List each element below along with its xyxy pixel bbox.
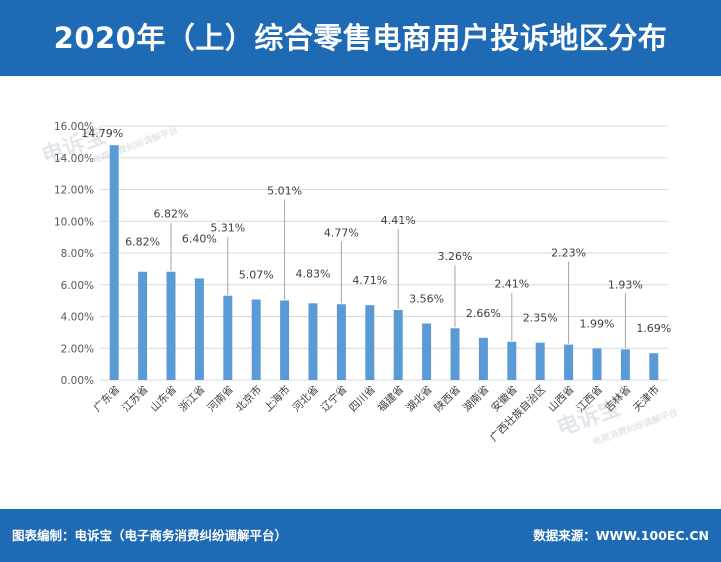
data-label: 1.69%: [636, 322, 671, 335]
y-tick-label: 10.00%: [54, 216, 94, 228]
x-tick-label: 上海市: [261, 383, 292, 414]
data-label: 6.82%: [154, 208, 189, 221]
bar: [422, 323, 432, 380]
bar: [166, 271, 176, 380]
data-label: 4.77%: [324, 226, 359, 239]
bar: [592, 348, 602, 380]
x-tick-label: 河南省: [204, 383, 235, 414]
bar-chart: 0.00% 2.00% 4.00% 6.00% 8.00% 10.00% 12.00% 14.…: [54, 121, 671, 444]
data-label: 5.01%: [267, 184, 302, 197]
y-tick-label: 8.00%: [61, 248, 94, 260]
data-label: 4.71%: [352, 274, 387, 287]
bar: [194, 278, 204, 380]
bar: [223, 295, 233, 380]
x-tick-label: 山东省: [148, 383, 179, 414]
data-label: 4.83%: [296, 267, 331, 280]
x-tick-label: 湖北省: [403, 383, 434, 414]
bar: [393, 309, 403, 380]
chart-credit: 图表编制：电诉宝（电子商务消费纠纷调解平台）: [12, 528, 288, 543]
data-label: 1.93%: [608, 278, 643, 291]
x-tick-label: 湖南省: [460, 383, 491, 414]
bar: [564, 344, 574, 380]
bar: [478, 337, 488, 380]
data-label: 2.66%: [466, 307, 501, 320]
y-tick-label: 14.00%: [54, 153, 94, 165]
bar: [251, 299, 261, 380]
header-bar: 2020年（上）综合零售电商用户投诉地区分布: [0, 0, 721, 76]
x-tick-label: 河北省: [290, 383, 321, 414]
data-label: 5.07%: [239, 269, 274, 282]
y-tick-label: 12.00%: [54, 185, 94, 197]
data-label: 4.41%: [381, 214, 416, 227]
x-tick-label: 浙江省: [176, 383, 207, 414]
bar: [620, 349, 630, 380]
bar: [507, 341, 517, 380]
x-tick-label: 天津市: [630, 383, 661, 414]
x-tick-label: 山西省: [545, 383, 576, 414]
x-tick-label: 吉林省: [602, 383, 633, 414]
bar: [649, 353, 659, 380]
data-label: 6.40%: [182, 232, 217, 245]
bar: [138, 271, 148, 380]
y-tick-label: 2.00%: [61, 343, 94, 355]
y-tick-label: 4.00%: [61, 312, 94, 324]
x-tick-label: 江苏省: [119, 383, 150, 414]
x-tick-label: 江西省: [574, 383, 605, 414]
data-source: 数据来源：WWW.100EC.CN: [533, 528, 709, 543]
data-label: 1.99%: [580, 317, 615, 330]
bar: [109, 145, 119, 380]
bar: [365, 305, 375, 380]
y-tick-label: 16.00%: [54, 121, 94, 133]
bar: [535, 342, 545, 380]
data-label: 2.23%: [551, 247, 586, 260]
page-title: 2020年（上）综合零售电商用户投诉地区分布: [53, 21, 668, 55]
bar: [280, 300, 290, 380]
data-label: 2.35%: [523, 312, 558, 325]
data-label: 5.31%: [210, 222, 245, 235]
footer-bar: 图表编制：电诉宝（电子商务消费纠纷调解平台） 数据来源：WWW.100EC.CN: [0, 509, 721, 562]
x-tick-label: 广东省: [91, 383, 122, 414]
x-tick-label: 陕西省: [432, 383, 463, 414]
y-tick-label: 0.00%: [61, 375, 94, 387]
x-tick-label: 北京市: [233, 383, 264, 414]
data-label: 2.41%: [494, 278, 529, 291]
bar: [308, 303, 318, 380]
data-label: 6.82%: [125, 236, 160, 249]
data-label: 3.56%: [409, 292, 444, 305]
y-tick-label: 6.00%: [61, 280, 94, 292]
data-label: 14.79%: [81, 127, 123, 140]
x-tick-label: 辽宁省: [318, 383, 349, 414]
x-tick-label: 福建省: [375, 383, 406, 414]
bar: [336, 304, 346, 380]
bar: [450, 328, 460, 380]
data-label: 3.26%: [438, 250, 473, 263]
x-tick-label: 四川省: [346, 383, 377, 414]
